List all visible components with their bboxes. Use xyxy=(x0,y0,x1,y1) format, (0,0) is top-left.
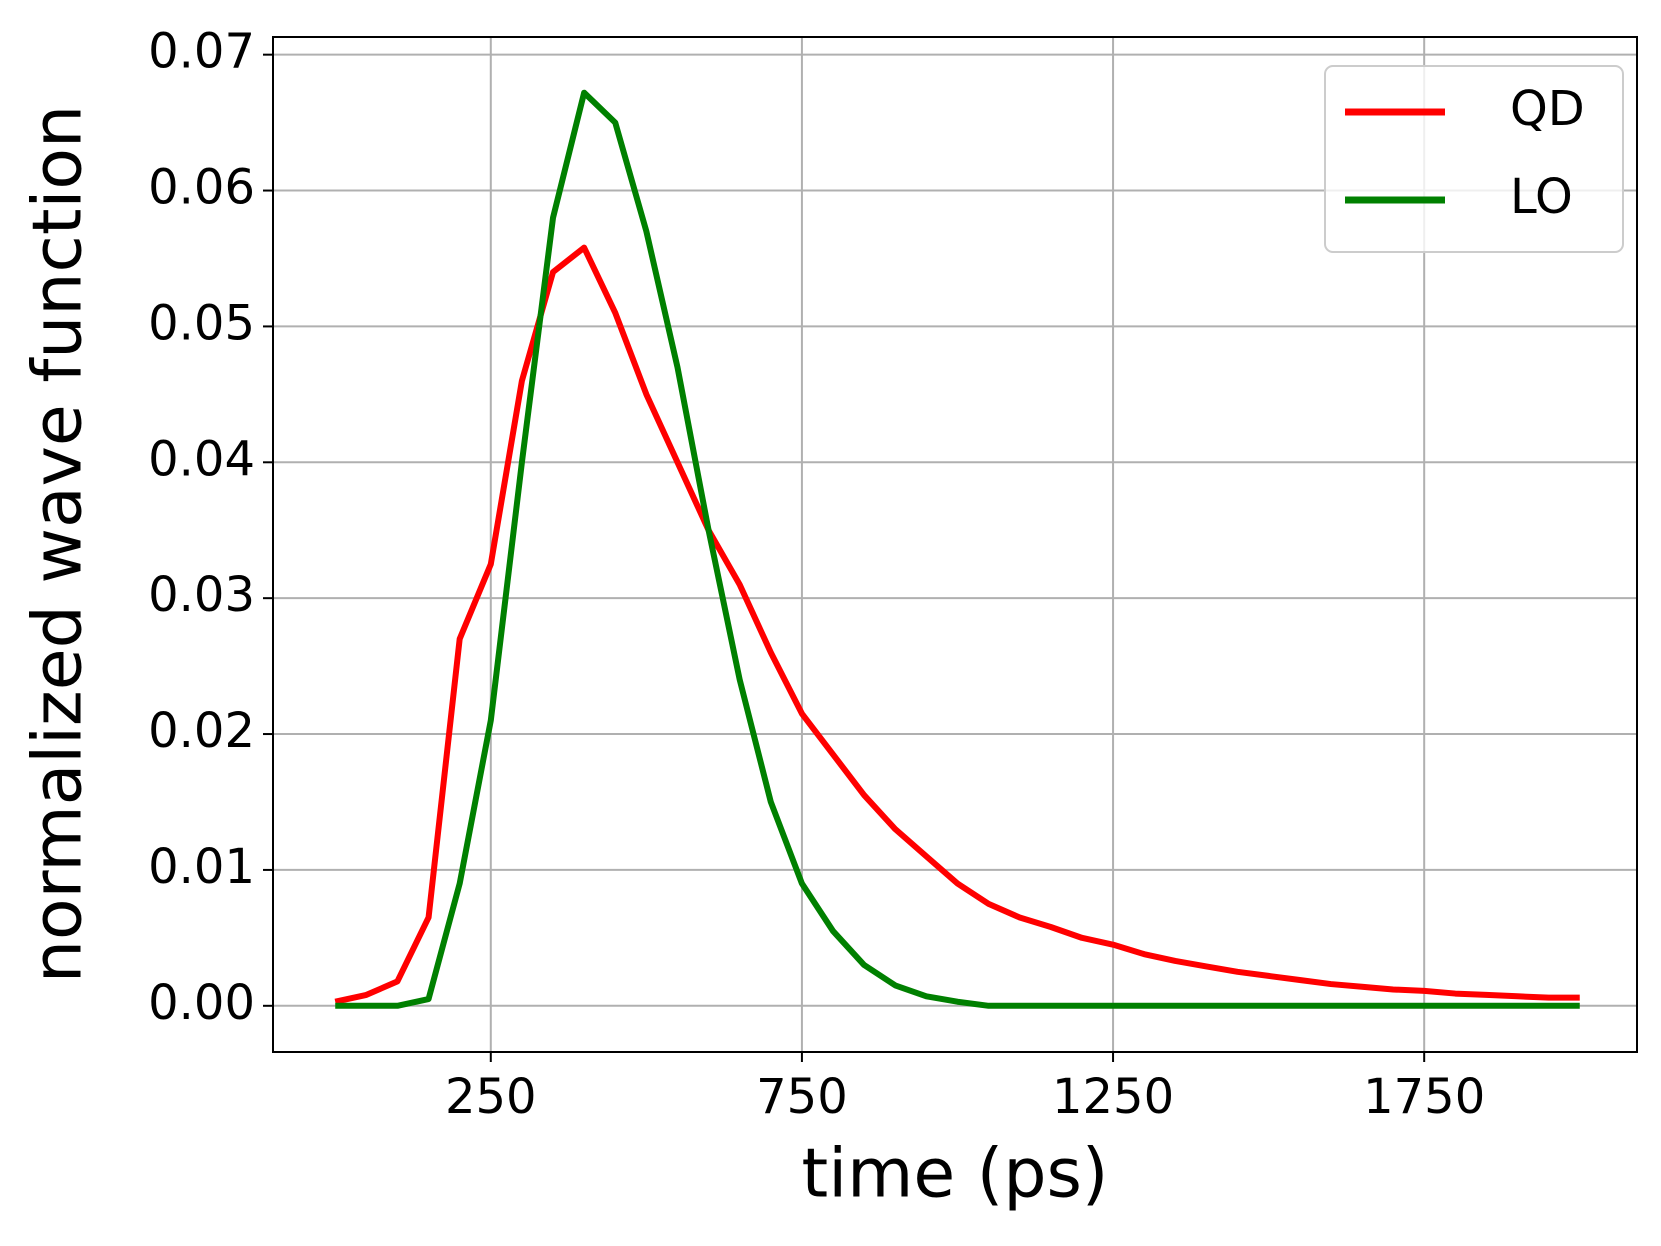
y-tick-label: 0.07 xyxy=(148,24,255,80)
y-tick-label: 0.06 xyxy=(148,160,255,216)
x-tick-label: 250 xyxy=(445,1069,537,1125)
x-tick-label: 750 xyxy=(756,1069,848,1125)
y-axis-label: normalized wave function xyxy=(19,105,98,983)
y-tick-label: 0.00 xyxy=(148,975,255,1031)
y-tick-label: 0.03 xyxy=(148,567,255,623)
data-line xyxy=(334,244,1580,1005)
y-tick-label: 0.05 xyxy=(148,295,255,351)
y-tick-label: 0.02 xyxy=(148,703,255,759)
y-tick-label: 0.04 xyxy=(148,431,255,487)
y-tick-label: 0.01 xyxy=(148,839,255,895)
plot-frame xyxy=(272,36,1638,1053)
legend-label: QD xyxy=(1510,81,1585,137)
data-line xyxy=(335,89,1580,1009)
legend-label: LO xyxy=(1510,169,1573,225)
x-tick-label: 1750 xyxy=(1363,1069,1485,1125)
x-tick-label: 1250 xyxy=(1052,1069,1174,1125)
x-axis-label: time (ps) xyxy=(802,1135,1109,1214)
